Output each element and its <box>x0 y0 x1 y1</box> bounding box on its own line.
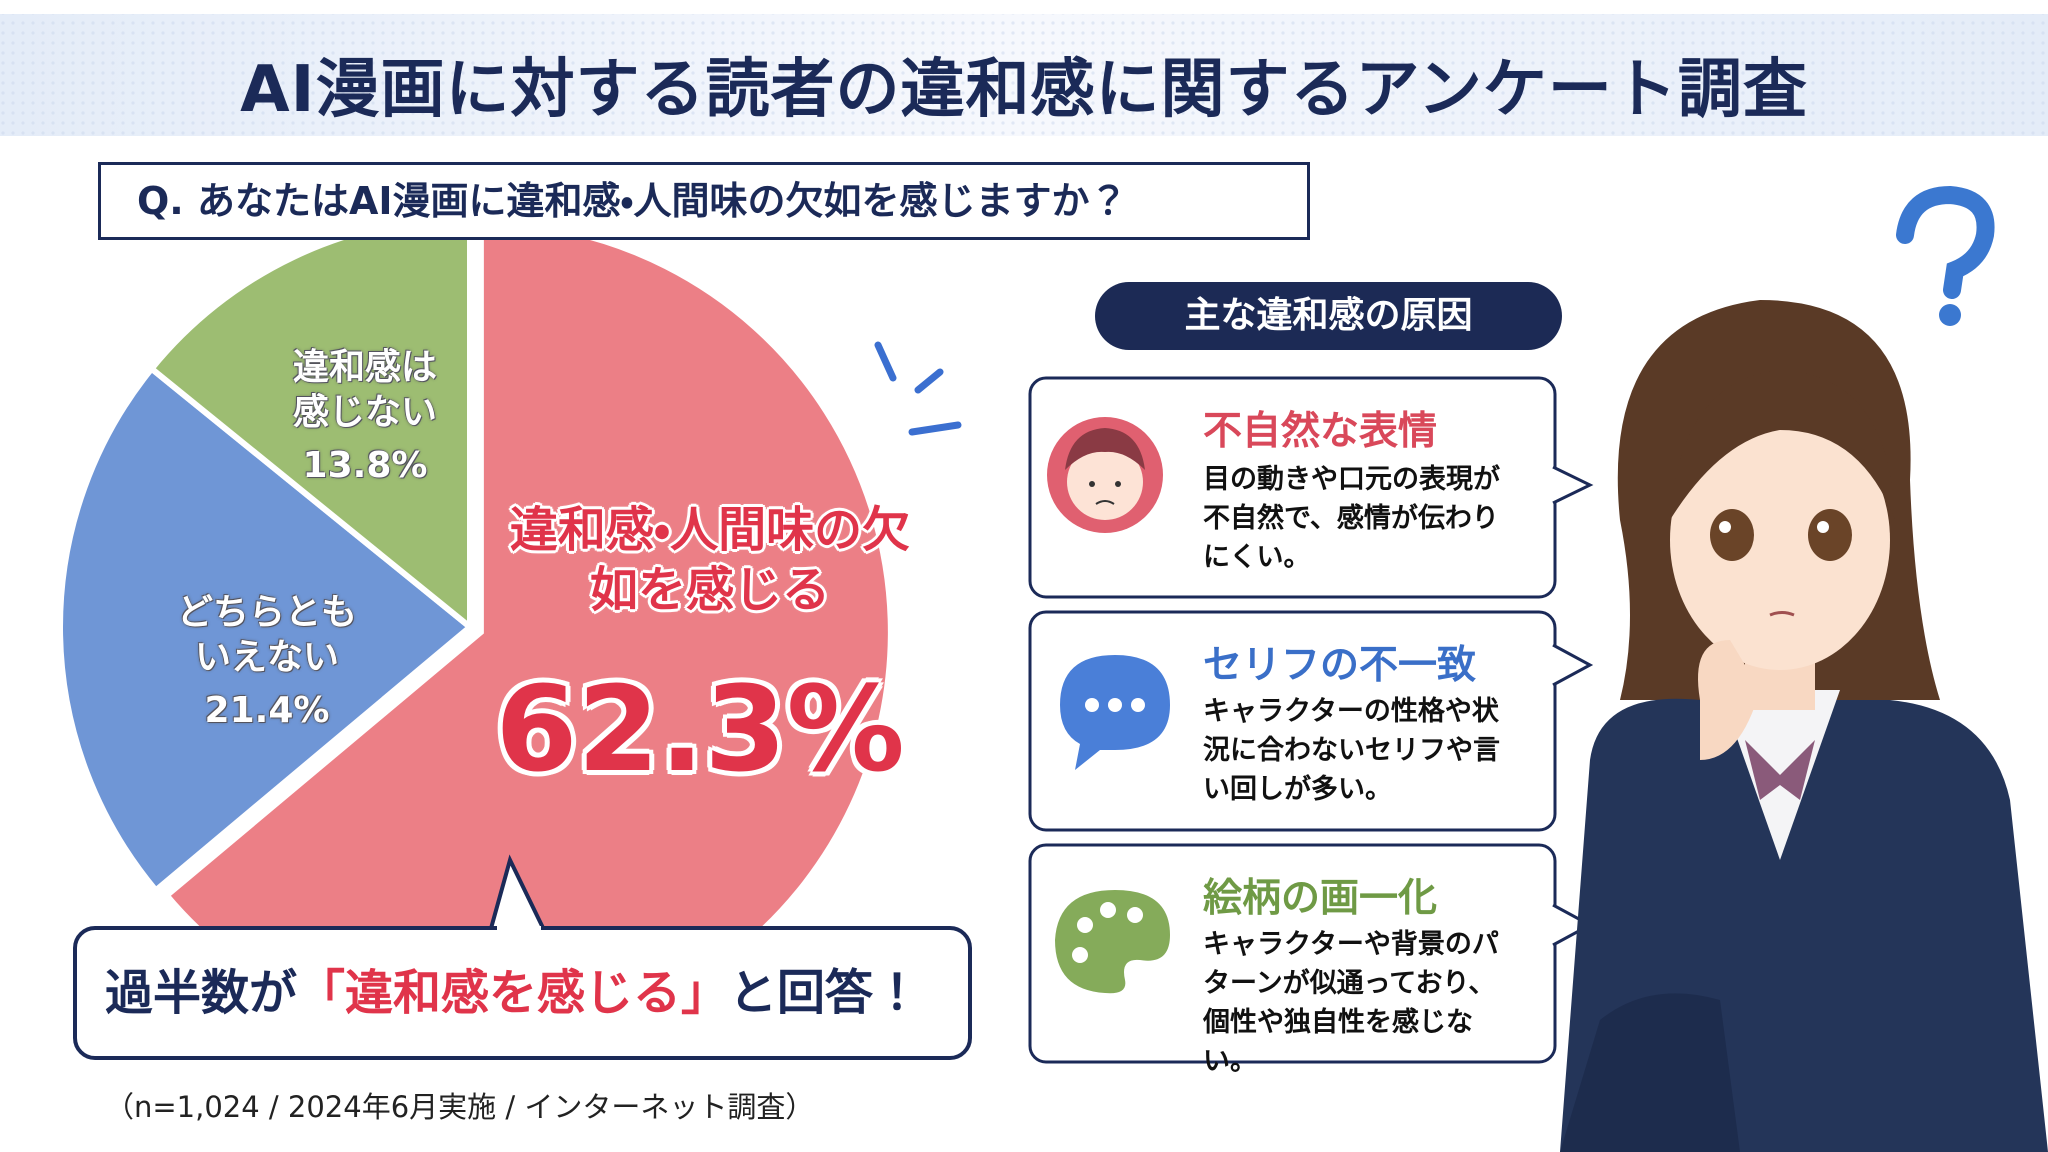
reason-text: キャラクターの性格や状況に合わないセリフや言い回しが多い。 <box>1203 696 1500 805</box>
slice-value-label: 13.8% <box>302 445 428 486</box>
slice-value-label: 62.3% <box>495 660 905 798</box>
slice-label: どちらともいえない <box>176 592 357 678</box>
icon-face <box>1047 417 1163 533</box>
pie-slice <box>57 364 475 895</box>
reasons-heading: 主な違和感の原因 <box>1095 282 1562 350</box>
question: Q. あなたはAI漫画に違和感・人間味の欠如を感じますか？ <box>98 162 1310 240</box>
banner-pattern <box>0 14 2048 136</box>
reason-title: 絵柄の画一化 <box>1203 876 1438 921</box>
character <box>1560 300 2048 1152</box>
callout-text: 過半数が <box>105 965 298 1021</box>
callout-text: と回答！ <box>729 965 922 1021</box>
reason-title: 不自然な表情 <box>1203 409 1438 454</box>
chart-title: AI漫画に対する読者の違和感に関するアンケート調査 <box>240 53 1808 127</box>
slice-label: 違和感は感じない <box>292 347 437 433</box>
reason-title: セリフの不一致 <box>1203 643 1477 688</box>
question-mark-icon <box>1896 185 1995 299</box>
callout-highlight: 「違和感を感じる」 <box>297 965 730 1021</box>
reason-text: キャラクターや背景のパターンが似通っており、個性や独自性を感じない。 <box>1203 929 1499 1077</box>
icon-speech <box>1060 655 1170 770</box>
reason-cards <box>1028 376 1594 1064</box>
reason-text: 目の動きや口元の表現が不自然で、感情が伝わりにくい。 <box>1203 464 1500 573</box>
slice-value-label: 21.4% <box>204 690 330 731</box>
emphasis-lines <box>874 341 962 436</box>
footnote: （n=1,024 / 2024年6月実施 / インターネット調査） <box>105 1090 815 1124</box>
icon-palette <box>1055 890 1170 994</box>
slice-label: 違和感・人間味の欠如を感じる <box>509 502 911 618</box>
callout: 過半数が「違和感を感じる」と回答！ <box>75 928 970 1058</box>
